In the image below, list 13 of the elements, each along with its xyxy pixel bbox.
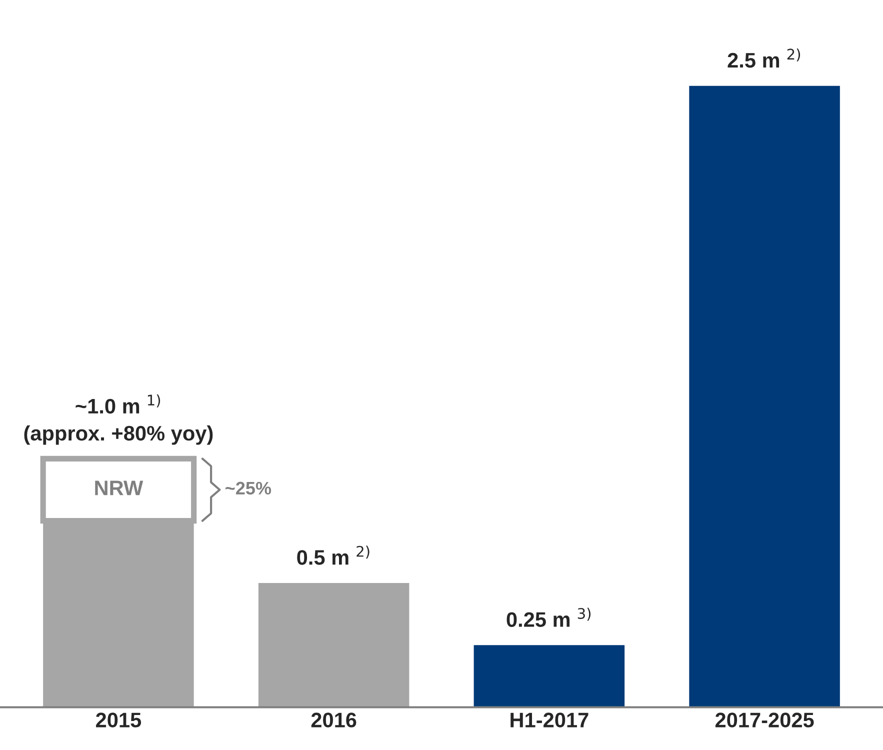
total-label: 0.25 m $^{3)}$ xyxy=(506,608,591,627)
x-tick-label: 2017-2025 xyxy=(715,712,814,728)
x-tick-label: H1-2017 xyxy=(510,712,588,728)
series-label: NRW xyxy=(95,480,144,496)
bar xyxy=(474,645,625,708)
total-label: 0.5 m $^{2)}$ xyxy=(297,546,370,565)
bar xyxy=(689,86,840,708)
text: ~1.0 m $^{1)}$ (approx. +80% yoy) xyxy=(24,394,213,445)
bar xyxy=(258,582,410,708)
annotation: ~25% xyxy=(226,482,272,495)
total-label: 2.5 m $^{2)}$ xyxy=(728,48,800,68)
x-tick-label: 2015 xyxy=(96,712,142,728)
x-tick-label: 2016 xyxy=(311,712,356,728)
